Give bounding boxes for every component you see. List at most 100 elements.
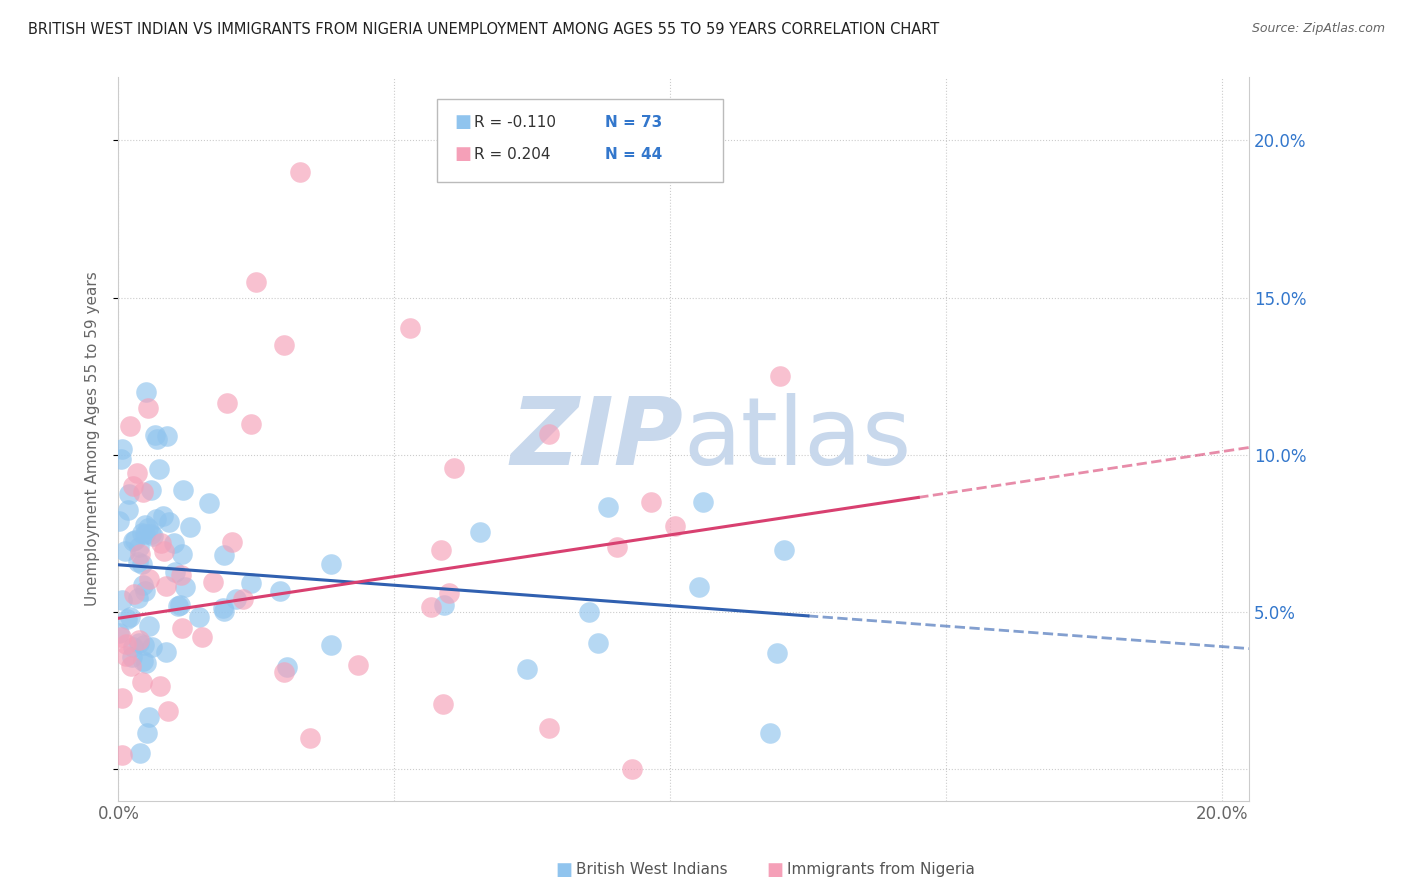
Point [197, 496, 219, 510]
Point [212, 601, 235, 615]
Point [153, 544, 176, 558]
Point [273, 665, 295, 679]
Point [121, 650, 143, 665]
Point [146, 432, 169, 446]
Point [245, 275, 267, 289]
Point [141, 640, 163, 655]
Point [772, 543, 794, 558]
Point [172, 621, 194, 635]
Point [136, 401, 159, 415]
Point [155, 579, 177, 593]
Point [588, 636, 610, 650]
Point [148, 461, 170, 475]
Point [135, 656, 157, 670]
Point [419, 599, 441, 614]
Point [139, 527, 162, 541]
Point [172, 483, 194, 497]
Point [621, 762, 644, 776]
Point [276, 660, 298, 674]
Y-axis label: Unemployment Among Ages 55 to 59 years: Unemployment Among Ages 55 to 59 years [86, 272, 100, 607]
Point [132, 654, 155, 668]
Point [127, 466, 149, 480]
Point [398, 321, 420, 335]
Point [122, 534, 145, 549]
Point [269, 584, 291, 599]
Text: ■: ■ [454, 113, 471, 131]
Point [187, 610, 209, 624]
Point [143, 428, 166, 442]
Point [430, 543, 453, 558]
Point [273, 337, 295, 351]
Point [606, 540, 628, 554]
Point [111, 593, 134, 607]
Point [111, 442, 134, 457]
Point [115, 638, 138, 652]
Point [122, 587, 145, 601]
Point [131, 557, 153, 571]
Point [157, 704, 180, 718]
Point [225, 592, 247, 607]
Point [128, 636, 150, 650]
Point [299, 731, 322, 746]
Text: atlas: atlas [683, 393, 912, 485]
Point [688, 580, 710, 594]
Point [221, 535, 243, 549]
Point [115, 612, 138, 626]
Text: ZIP: ZIP [510, 393, 683, 485]
Point [516, 662, 538, 676]
Text: British West Indians: British West Indians [576, 863, 728, 877]
Point [596, 500, 619, 515]
Point [134, 583, 156, 598]
Point [117, 503, 139, 517]
Point [128, 633, 150, 648]
Point [120, 658, 142, 673]
Point [131, 525, 153, 540]
Point [108, 625, 131, 640]
Point [155, 645, 177, 659]
Point [110, 748, 132, 763]
Point [114, 544, 136, 558]
Point [167, 599, 190, 613]
Point [212, 604, 235, 618]
Point [152, 508, 174, 523]
Text: ■: ■ [555, 861, 572, 879]
Text: BRITISH WEST INDIAN VS IMMIGRANTS FROM NIGERIA UNEMPLOYMENT AMONG AGES 55 TO 59 : BRITISH WEST INDIAN VS IMMIGRANTS FROM N… [28, 22, 939, 37]
Point [134, 526, 156, 541]
Point [692, 495, 714, 509]
Point [165, 565, 187, 579]
Point [131, 674, 153, 689]
Point [138, 619, 160, 633]
Point [201, 574, 224, 589]
Point [127, 555, 149, 569]
Point [163, 535, 186, 549]
Point [149, 536, 172, 550]
Point [537, 721, 560, 735]
Point [128, 746, 150, 760]
Text: R = 0.204: R = 0.204 [474, 147, 550, 161]
Point [170, 547, 193, 561]
Point [118, 609, 141, 624]
Point [121, 640, 143, 655]
Point [127, 591, 149, 606]
Point [439, 586, 461, 600]
Point [174, 581, 197, 595]
Point [156, 429, 179, 443]
Point [468, 524, 491, 539]
Point [170, 567, 193, 582]
Point [139, 483, 162, 498]
Point [239, 575, 262, 590]
Point [110, 452, 132, 467]
Point [321, 557, 343, 571]
Point [664, 518, 686, 533]
Point [157, 515, 180, 529]
Point [191, 630, 214, 644]
Point [169, 598, 191, 612]
Point [120, 418, 142, 433]
Point [149, 679, 172, 693]
Point [118, 486, 141, 500]
Text: N = 73: N = 73 [605, 115, 662, 129]
Point [346, 658, 368, 673]
Point [232, 592, 254, 607]
Point [443, 460, 465, 475]
Text: Source: ZipAtlas.com: Source: ZipAtlas.com [1251, 22, 1385, 36]
